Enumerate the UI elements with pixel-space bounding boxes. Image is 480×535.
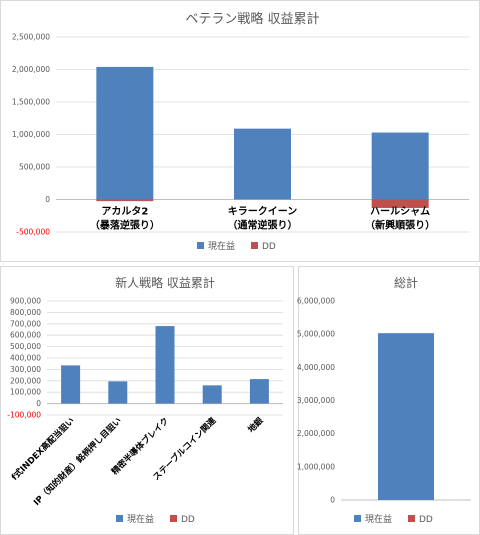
legend-swatch-current <box>116 515 123 522</box>
total-chart: 総計 6,000,000 5,000,000 4,000,000 3,000,000 2,… <box>297 266 480 535</box>
bar-current-profit <box>61 365 81 404</box>
newcomer-chart-svg: 新人戦略 収益累計 900,000 800,000 700,000 600,000 500… <box>7 275 283 525</box>
y-tick-label: 2,000,000 <box>297 429 335 438</box>
y-tick-label: 2,000,000 <box>12 65 50 74</box>
chart-title: ベテラン戦略 収益累計 <box>185 11 319 27</box>
bar-current-profit <box>378 333 434 500</box>
y-tick-label: -100,000 <box>7 411 41 420</box>
y-tick-label: 400,000 <box>10 354 41 363</box>
y-tick-label: 1,000,000 <box>12 130 50 139</box>
y-tick-label: 900,000 <box>10 297 41 306</box>
y-tick-label: 800,000 <box>10 308 41 317</box>
category-label: アカルタ2 <box>101 206 148 218</box>
y-tick-label: 1,500,000 <box>12 98 50 107</box>
legend-label-dd: DD <box>419 515 433 525</box>
bar-current-profit <box>234 128 291 200</box>
y-tick-label: 6,000,000 <box>297 297 335 306</box>
y-tick-label: 3,000,000 <box>297 396 335 405</box>
y-tick-label: 200,000 <box>10 376 41 385</box>
legend-swatch-dd <box>170 515 177 522</box>
category-label: ハールシャム <box>370 206 430 218</box>
legend-swatch-current <box>197 242 204 249</box>
category-label: キラークイーン <box>228 206 298 218</box>
veteran-chart-svg: ベテラン戦略 収益累計 2,500,000 2,000,000 1,500,000 1,… <box>12 11 469 252</box>
chart-title: 新人戦略 収益累計 <box>115 275 215 290</box>
y-tick-label: 4,000,000 <box>297 363 335 372</box>
y-tick-label: 300,000 <box>10 365 41 374</box>
bar-drawdown <box>96 199 154 202</box>
y-tick-label: 500,000 <box>10 342 41 351</box>
category-label: （新興順張り） <box>365 219 435 232</box>
bar-current-profit <box>249 379 269 404</box>
bar-current-profit <box>155 326 175 404</box>
y-tick-label: 0 <box>45 195 50 204</box>
y-tick-label: 0 <box>330 496 335 505</box>
bar-current-profit <box>108 381 128 404</box>
category-label: IP（知的財産）銘柄押し目狙い <box>31 415 124 508</box>
category-label: （暴落逆張り） <box>90 219 160 232</box>
category-label: 地銀 <box>246 415 266 435</box>
bar-current-profit <box>371 132 429 200</box>
legend-swatch-dd <box>408 515 415 522</box>
chart-title: 総計 <box>394 275 418 290</box>
legend-swatch-current <box>354 515 361 522</box>
legend-label-current: 現在益 <box>208 240 235 252</box>
y-tick-label: 1,000,000 <box>297 462 335 471</box>
bar-current-profit <box>202 385 222 404</box>
y-tick-label: 600,000 <box>10 331 41 340</box>
legend-label-dd: DD <box>181 515 195 525</box>
y-tick-label: 500,000 <box>19 163 50 172</box>
y-tick-label: 100,000 <box>10 388 41 397</box>
legend-label-current: 現在益 <box>365 513 392 525</box>
newcomer-strategy-chart: 新人戦略 収益累計 900,000 800,000 700,000 600,000 500… <box>0 266 294 535</box>
y-tick-label: 5,000,000 <box>297 330 335 339</box>
y-tick-label: 0 <box>36 399 41 408</box>
category-label: （通常逆張り） <box>228 219 298 232</box>
veteran-strategy-chart: ベテラン戦略 収益累計 2,500,000 2,000,000 1,500,000 1,… <box>0 0 480 262</box>
total-chart-svg: 総計 6,000,000 5,000,000 4,000,000 3,000,000 2,… <box>297 275 471 525</box>
y-tick-label: 2,500,000 <box>12 33 50 42</box>
bar-current-profit <box>96 66 154 200</box>
y-tick-label: -500,000 <box>16 228 50 237</box>
y-tick-label: 700,000 <box>10 319 41 328</box>
legend-label-current: 現在益 <box>127 513 154 525</box>
legend-label-dd: DD <box>262 242 276 252</box>
bar-drawdown <box>371 199 429 208</box>
legend-swatch-dd <box>251 242 258 249</box>
